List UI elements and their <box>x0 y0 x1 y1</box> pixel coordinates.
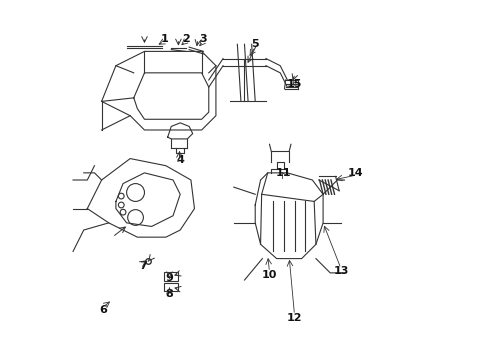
Bar <box>164 283 178 292</box>
Text: 15: 15 <box>286 78 302 89</box>
Text: 14: 14 <box>346 168 362 178</box>
Text: 13: 13 <box>333 266 348 276</box>
Text: 4: 4 <box>176 156 184 165</box>
Text: 1: 1 <box>160 34 168 44</box>
Text: 11: 11 <box>276 168 291 178</box>
Text: 10: 10 <box>261 270 277 280</box>
Text: 6: 6 <box>99 305 107 315</box>
Text: 5: 5 <box>251 39 259 49</box>
Text: 8: 8 <box>165 289 173 299</box>
Text: 3: 3 <box>199 34 207 44</box>
Text: 7: 7 <box>139 261 146 271</box>
Text: 2: 2 <box>182 34 189 44</box>
Text: 12: 12 <box>286 312 302 323</box>
Bar <box>164 272 178 281</box>
Text: 9: 9 <box>165 273 173 283</box>
